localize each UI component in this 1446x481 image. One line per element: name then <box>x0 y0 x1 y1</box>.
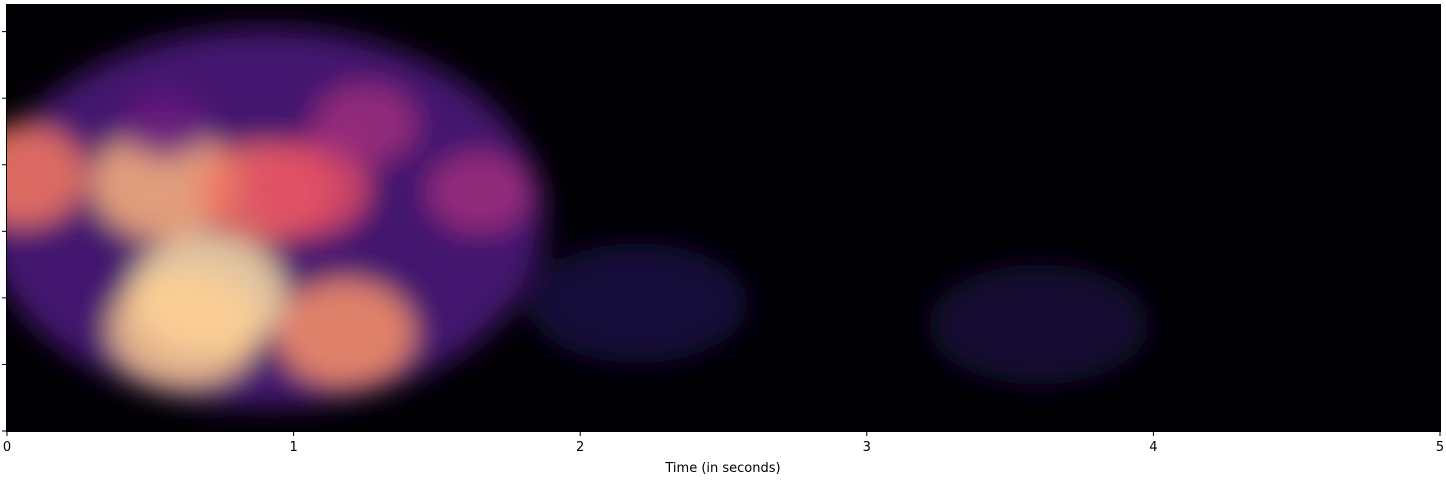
heatmap-blob <box>928 264 1149 385</box>
heatmap-blob <box>120 90 209 159</box>
heatmap-blob <box>276 279 415 387</box>
x-tick-label: 0 <box>3 440 11 455</box>
x-axis: 0 1 2 3 4 5 <box>3 431 1444 455</box>
plot-frame <box>6 4 1441 432</box>
heatmap-blob <box>247 141 369 235</box>
x-tick-label: 3 <box>863 440 871 455</box>
x-tick-label: 2 <box>576 440 584 455</box>
x-tick-label: 1 <box>289 440 297 455</box>
heatmap-blob <box>427 152 532 233</box>
heatmap-blob <box>527 243 748 364</box>
y-axis <box>2 31 7 432</box>
x-tick-label: 4 <box>1149 440 1157 455</box>
plot-area <box>7 5 1440 431</box>
heatmap-blob <box>91 127 238 240</box>
heatmap-blob <box>7 124 88 227</box>
x-tick-label: 5 <box>1436 440 1444 455</box>
heatmap-energy <box>7 28 1149 408</box>
x-axis-label: Time (in seconds) <box>664 461 780 476</box>
heatmap-blob <box>313 84 418 165</box>
heatmap-blob <box>109 270 261 387</box>
